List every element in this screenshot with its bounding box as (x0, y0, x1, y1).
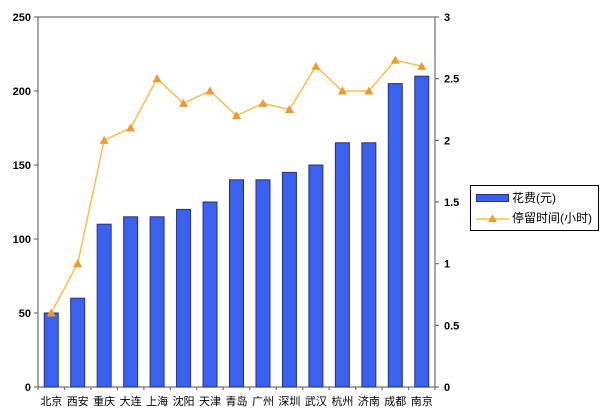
bar-青岛 (229, 179, 244, 388)
right-axis-tick-label: 0.5 (444, 320, 459, 332)
right-axis-tick-label: 3 (444, 12, 450, 24)
category-label: 西安 (67, 394, 89, 408)
line-marker-西安 (73, 259, 83, 268)
line-marker-沈阳 (179, 98, 189, 107)
right-axis-tick-label: 1 (444, 259, 450, 271)
line-marker-成都 (390, 55, 400, 64)
bar-武汉 (308, 164, 324, 388)
left-axis-tick-label: 100 (13, 234, 31, 246)
bar-沈阳 (176, 208, 192, 388)
left-axis-tick-label: 0 (25, 382, 31, 394)
category-label: 青岛 (226, 394, 248, 408)
category-label: 广州 (252, 395, 274, 408)
category-label: 沈阳 (173, 394, 195, 408)
category-label: 南京 (411, 394, 433, 408)
line-marker-上海 (152, 74, 162, 83)
right-axis-tick-label: 2.5 (444, 74, 459, 86)
line-marker-天津 (205, 86, 215, 95)
bar-广州 (255, 179, 271, 388)
line-marker-杭州 (337, 86, 347, 95)
line-triangle-swatch-icon (476, 213, 509, 223)
category-label: 济南 (358, 394, 380, 408)
legend: 花费(元) 停留时间(小时) (470, 185, 599, 231)
legend-label-cost: 花费(元) (512, 191, 556, 205)
line-marker-青岛 (232, 111, 241, 120)
line-marker-深圳 (284, 105, 294, 113)
bar-杭州 (334, 142, 350, 388)
line-marker-济南 (364, 86, 374, 95)
left-axis-tick-label: 150 (13, 160, 31, 172)
left-axis-tick-label: 50 (19, 308, 31, 320)
category-label: 武汉 (305, 395, 327, 408)
line-marker-北京 (46, 308, 56, 317)
category-label: 天津 (199, 395, 221, 408)
bar-西安 (70, 297, 86, 388)
bar-大连 (123, 216, 139, 388)
right-axis-tick-label: 2 (444, 135, 450, 147)
bar-天津 (202, 201, 218, 388)
right-axis-tick-label: 0 (444, 382, 450, 394)
bar-北京 (43, 312, 59, 388)
right-axis-tick-label: 1.5 (444, 197, 459, 209)
bar-swatch-icon (476, 193, 509, 203)
bar-成都 (387, 83, 403, 388)
category-label: 杭州 (331, 394, 353, 408)
category-label: 大连 (120, 394, 142, 408)
left-axis-tick-label: 250 (13, 12, 31, 24)
category-label: 成都 (384, 395, 406, 408)
legend-label-stay-time: 停留时间(小时) (512, 211, 592, 225)
line-marker-武汉 (311, 61, 321, 70)
category-label: 北京 (40, 394, 62, 408)
bar-济南 (361, 142, 377, 388)
legend-item-stay-time: 停留时间(小时) (476, 209, 594, 226)
left-axis-tick-label: 200 (13, 86, 31, 98)
line-marker-大连 (126, 123, 136, 132)
category-label: 重庆 (93, 394, 115, 408)
line-marker-重庆 (99, 135, 109, 144)
category-label: 深圳 (278, 395, 300, 408)
category-label: 上海 (146, 394, 168, 408)
line-marker-南京 (417, 61, 427, 70)
bar-上海 (149, 216, 165, 388)
line-marker-广州 (258, 98, 268, 107)
bar-重庆 (96, 223, 112, 388)
legend-item-cost: 花费(元) (476, 189, 594, 206)
bar-深圳 (281, 171, 297, 388)
bar-南京 (414, 75, 430, 388)
